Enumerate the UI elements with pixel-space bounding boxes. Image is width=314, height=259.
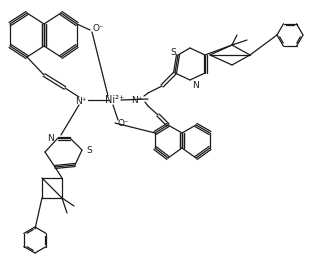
Text: N⁺: N⁺ [75,97,87,105]
Text: N: N [192,81,198,90]
Text: O⁻: O⁻ [92,24,104,32]
Text: Ni²⁺: Ni²⁺ [106,95,125,105]
Text: S: S [86,146,92,155]
Text: N⁺: N⁺ [131,96,143,104]
Text: S: S [170,47,176,56]
Text: N: N [46,133,53,142]
Text: O⁻: O⁻ [117,119,129,127]
